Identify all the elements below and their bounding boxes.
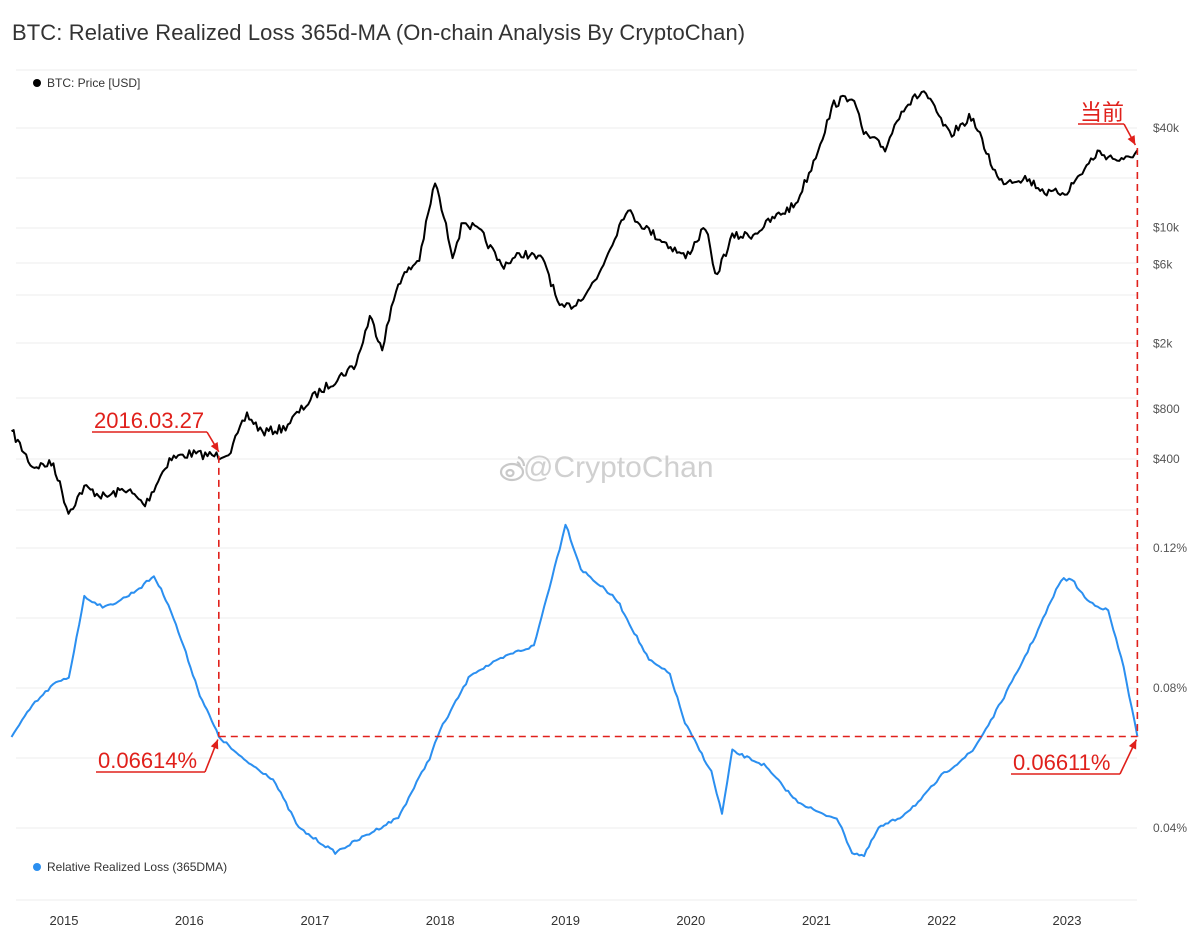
annotation-right-value: 0.06611% (1013, 750, 1110, 775)
loss-axis-tick-label: 0.08% (1153, 681, 1187, 695)
axis-layer: $400 $800 $2k $6k $10k $40k 0.04% 0.08% 0.12% 201… (50, 121, 1188, 928)
x-axis-tick-label: 2022 (927, 913, 956, 928)
annotation-layer: 2016.03.27 0.06614% 0.06611% 当前 (92, 100, 1139, 775)
price-series-line (11, 90, 1139, 515)
loss-axis-tick-label: 0.12% (1153, 541, 1187, 555)
legend-layer: BTC: Price [USD] Relative Realized Loss (… (33, 76, 227, 874)
loss-legend-label: Relative Realized Loss (365DMA) (47, 860, 227, 874)
price-axis-tick-label: $2k (1153, 336, 1173, 350)
price-legend-label: BTC: Price [USD] (47, 76, 140, 90)
annotation-current: 当前 (1080, 100, 1124, 125)
annotation-left-date: 2016.03.27 (94, 408, 204, 433)
annotation-left-date-arrow-head (210, 442, 219, 452)
annotation-left-value-arrow-head (210, 739, 219, 750)
price-axis-tick-label: $400 (1153, 452, 1180, 466)
chart-title: BTC: Relative Realized Loss 365d-MA (On-… (12, 20, 746, 45)
loss-axis-tick-label: 0.04% (1153, 821, 1187, 835)
annotation-current-arrow-head (1127, 135, 1136, 145)
weibo-logo-icon (499, 455, 526, 482)
price-axis-tick-label: $6k (1153, 257, 1173, 271)
loss-series-line (10, 523, 1139, 858)
price-legend-marker (33, 79, 41, 87)
x-axis-tick-label: 2020 (676, 913, 705, 928)
x-axis-tick-label: 2016 (175, 913, 204, 928)
annotation-left-value: 0.06614% (98, 748, 197, 773)
watermark: @CryptoChan (499, 451, 714, 484)
price-axis-tick-label: $40k (1153, 121, 1180, 135)
annotation-right-value-arrow-head (1128, 739, 1137, 750)
x-axis-tick-label: 2018 (426, 913, 455, 928)
x-axis-tick-label: 2021 (802, 913, 831, 928)
price-axis-tick-label: $800 (1153, 402, 1180, 416)
x-axis-tick-label: 2017 (300, 913, 329, 928)
x-axis-tick-label: 2023 (1053, 913, 1082, 928)
price-axis-tick-label: $10k (1153, 221, 1180, 235)
watermark-text: @CryptoChan (523, 451, 714, 484)
grid-lines (16, 69, 1137, 901)
loss-legend-marker (33, 863, 41, 871)
x-axis-tick-label: 2015 (50, 913, 79, 928)
series-layer (10, 90, 1139, 858)
x-axis-tick-label: 2019 (551, 913, 580, 928)
